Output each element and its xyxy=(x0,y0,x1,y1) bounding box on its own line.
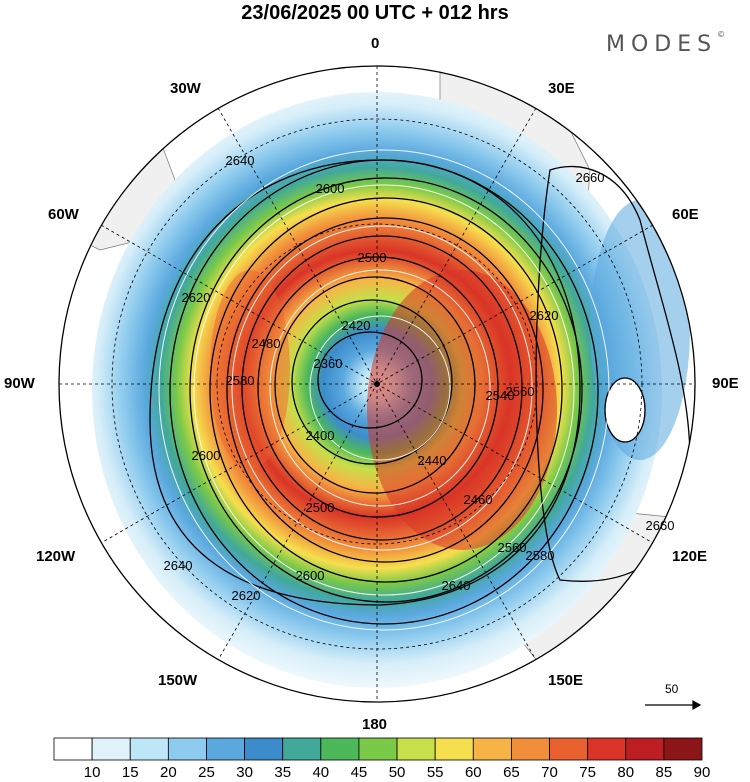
colorbar-tick-label: 35 xyxy=(274,764,291,781)
contour-label: 2640 xyxy=(226,153,255,168)
lon-label-150w: 150W xyxy=(158,672,198,689)
colorbar-swatch xyxy=(167,737,207,761)
colorbar-swatch xyxy=(358,737,398,761)
contour-label: 2620 xyxy=(530,308,559,323)
colorbar-tick-label: 50 xyxy=(389,764,406,781)
contour-label: 2560 xyxy=(498,540,527,555)
contour-label: 2480 xyxy=(252,336,281,351)
colorbar-swatch xyxy=(206,737,245,761)
colorbar-tick-label: 15 xyxy=(122,764,139,781)
lon-label-90e: 90E xyxy=(712,375,739,392)
lon-label-60w: 60W xyxy=(48,206,79,223)
colorbar-tick-label: 65 xyxy=(503,764,520,781)
wind-speed-colorbar: 10 15 20 25 30 35 40 45 50 55 60 65 70 75 80 85 90 xyxy=(53,737,711,781)
contour-label: 2360 xyxy=(314,356,343,371)
modes-logo: MODES© xyxy=(606,30,726,57)
lon-label-60e: 60E xyxy=(672,206,699,223)
colorbar-swatch xyxy=(511,737,550,761)
contour-label: 2560 xyxy=(506,384,535,399)
colorbar-tick-label: 80 xyxy=(617,764,634,781)
colorbar-swatch xyxy=(129,737,169,761)
colorbar-tick-label: 70 xyxy=(541,764,558,781)
contour-label: 2660 xyxy=(646,518,675,533)
colorbar-swatch xyxy=(472,737,512,761)
contour-label: 2580 xyxy=(226,373,255,388)
lon-label-30e: 30E xyxy=(548,80,575,97)
lon-label-120w: 120W xyxy=(36,548,76,565)
colorbar-swatch xyxy=(320,737,360,761)
contour-label: 2500 xyxy=(358,250,387,265)
colorbar-tick-label: 40 xyxy=(312,764,329,781)
contour-label: 2620 xyxy=(182,290,211,305)
colorbar-swatch xyxy=(244,737,284,761)
colorbar-swatch xyxy=(434,737,474,761)
colorbar-swatch xyxy=(53,737,93,761)
height-contours xyxy=(149,159,691,625)
colorbar-swatch xyxy=(625,737,665,761)
contour-label: 2500 xyxy=(306,500,335,515)
wind-vectors xyxy=(158,149,610,631)
logo-mark: © xyxy=(717,30,726,39)
reference-vector xyxy=(645,699,702,711)
logo-text: MODES xyxy=(606,32,718,57)
contour-label: 2620 xyxy=(232,588,261,603)
colorbar-tick-label: 10 xyxy=(84,764,101,781)
colorbar-tick-label: 20 xyxy=(160,764,177,781)
contour-label: 2440 xyxy=(418,453,447,468)
lon-label-0: 0 xyxy=(371,35,380,52)
lon-label-30w: 30W xyxy=(170,80,201,97)
map-title: 23/06/2025 00 UTC + 012 hrs xyxy=(241,2,509,24)
colorbar-tick-label: 25 xyxy=(198,764,215,781)
lon-label-90w: 90W xyxy=(4,375,35,392)
contour-label: 2580 xyxy=(526,548,555,563)
contour-label: 2460 xyxy=(464,492,493,507)
colorbar-swatch xyxy=(396,737,436,761)
colorbar-tick-label: 55 xyxy=(427,764,444,781)
colorbar-swatch xyxy=(91,737,131,761)
lon-label-150e: 150E xyxy=(548,672,584,689)
colorbar-swatch xyxy=(549,737,589,761)
contour-label: 2540 xyxy=(486,388,515,403)
colorbar-swatch xyxy=(587,737,627,761)
contour-label: 2600 xyxy=(316,181,345,196)
contour-label: 2400 xyxy=(306,428,335,443)
colorbar-swatch xyxy=(663,737,703,761)
contour-label: 2600 xyxy=(192,448,221,463)
contour-label: 2660 xyxy=(576,170,605,185)
colorbar-tick-label: 30 xyxy=(236,764,253,781)
colorbar-tick-label: 90 xyxy=(694,764,711,781)
contour-label: 2420 xyxy=(342,318,371,333)
colorbar-tick-label: 75 xyxy=(579,764,596,781)
lon-label-180: 180 xyxy=(362,716,388,733)
colorbar-swatch xyxy=(282,737,322,761)
reference-vector-label: 50 xyxy=(665,682,679,696)
colorbar-tick-label: 85 xyxy=(656,764,673,781)
lon-label-120e: 120E xyxy=(672,548,708,565)
colorbar-tick-label: 45 xyxy=(351,764,368,781)
contour-label: 2640 xyxy=(164,558,193,573)
contour-label: 2640 xyxy=(442,578,471,593)
pole-marker xyxy=(374,381,380,387)
contour-label: 2600 xyxy=(296,568,325,583)
colorbar-tick-label: 60 xyxy=(465,764,482,781)
